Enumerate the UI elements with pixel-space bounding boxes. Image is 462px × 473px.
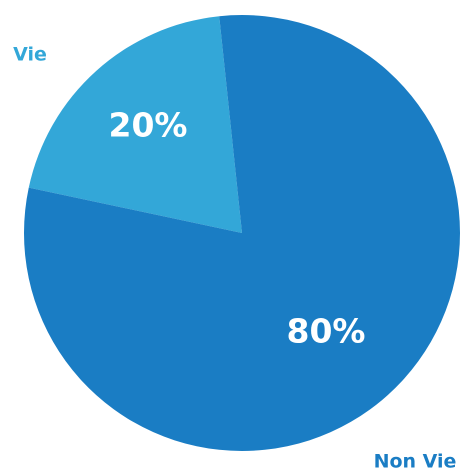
pie-slice <box>28 16 242 233</box>
category-label: Non Vie <box>374 451 457 473</box>
pie-slice <box>23 14 460 451</box>
value-label: 80% <box>287 312 366 351</box>
value-label: 20% <box>109 106 188 145</box>
category-label: Vie <box>13 44 47 66</box>
